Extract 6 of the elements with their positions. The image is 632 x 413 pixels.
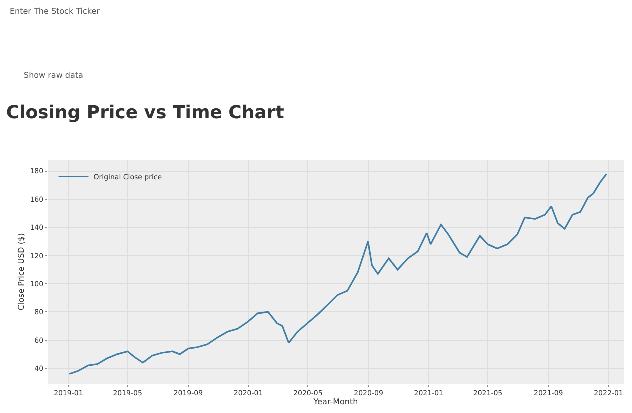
text: Show raw data [24,71,84,80]
chart-title: Closing Price vs Time Chart [6,102,285,124]
x-axis-title: Year-Month [312,398,358,406]
text: Enter The Stock Ticker [10,7,101,16]
line-series [68,173,608,375]
y-axis-title: Close Price USD ($) [16,233,26,311]
